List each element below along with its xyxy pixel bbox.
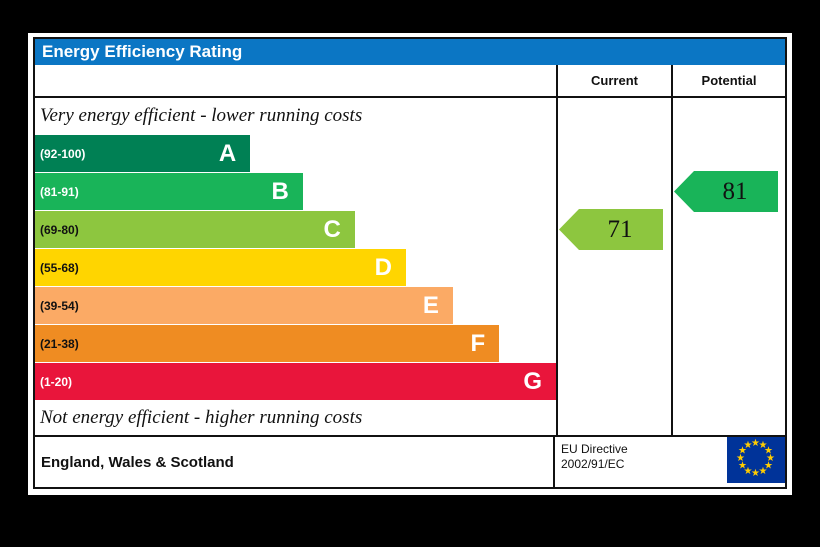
band-letter-b: B bbox=[271, 178, 289, 205]
potential-rating-value: 81 bbox=[722, 177, 748, 205]
eu-flag-icon: ★ ★ ★ ★ ★ ★ ★ ★ ★ ★ ★ ★ bbox=[727, 437, 785, 483]
inefficient-note: Not energy efficient - higher running co… bbox=[40, 407, 363, 428]
band-row-c: (69-80) C bbox=[35, 211, 556, 248]
band-bar-f: (21-38) F bbox=[35, 325, 500, 362]
band-range-b: (81-91) bbox=[40, 184, 79, 199]
band-row-g: (1-20) G bbox=[35, 363, 556, 400]
header-spacer bbox=[35, 65, 556, 96]
directive-cell: EU Directive 2002/91/EC ★ ★ ★ ★ ★ ★ ★ ★ … bbox=[553, 437, 785, 488]
efficient-note: Very energy efficient - lower running co… bbox=[40, 105, 363, 126]
band-bar-e: (39-54) E bbox=[35, 287, 453, 324]
band-range-g: (1-20) bbox=[40, 374, 73, 389]
band-row-d: (55-68) D bbox=[35, 249, 556, 286]
epc-panel: Energy Efficiency Rating Current Potenti… bbox=[28, 33, 792, 495]
band-bar-b: (81-91) B bbox=[35, 173, 303, 210]
band-row-a: (92-100) A bbox=[35, 135, 556, 172]
eu-directive-line1: EU Directive bbox=[561, 442, 628, 456]
potential-rating-arrow: 81 bbox=[674, 171, 778, 212]
band-row-f: (21-38) F bbox=[35, 325, 556, 362]
footer-row: England, Wales & Scotland EU Directive 2… bbox=[35, 435, 785, 488]
eu-directive-label: EU Directive 2002/91/EC bbox=[555, 437, 727, 488]
chart-body: Very energy efficient - lower running co… bbox=[35, 98, 785, 435]
band-letter-d: D bbox=[374, 254, 392, 281]
band-letter-a: A bbox=[218, 140, 237, 167]
band-letter-c: C bbox=[323, 216, 341, 243]
page-title: Energy Efficiency Rating bbox=[35, 39, 785, 65]
potential-column: 81 bbox=[671, 98, 785, 435]
current-rating-value: 71 bbox=[607, 215, 633, 243]
region-label: England, Wales & Scotland bbox=[41, 454, 234, 471]
band-bar-a: (92-100) A bbox=[35, 135, 251, 172]
current-column-header: Current bbox=[556, 65, 671, 96]
current-rating-arrow: 71 bbox=[559, 209, 663, 250]
band-range-e: (39-54) bbox=[40, 298, 79, 313]
band-range-f: (21-38) bbox=[40, 336, 79, 351]
band-letter-g: G bbox=[523, 368, 542, 395]
band-letter-f: F bbox=[470, 330, 486, 357]
column-header-row: Current Potential bbox=[35, 65, 785, 98]
band-letter-e: E bbox=[422, 292, 439, 319]
band-bar-d: (55-68) D bbox=[35, 249, 406, 286]
band-row-e: (39-54) E bbox=[35, 287, 556, 324]
bands-area: Very energy efficient - lower running co… bbox=[35, 98, 556, 435]
current-column: 71 bbox=[556, 98, 671, 435]
band-range-a: (92-100) bbox=[40, 146, 86, 161]
eu-directive-line2: 2002/91/EC bbox=[561, 457, 625, 471]
band-range-d: (55-68) bbox=[40, 260, 79, 275]
band-bar-g: (1-20) G bbox=[35, 363, 556, 400]
potential-column-header: Potential bbox=[671, 65, 785, 96]
band-bar-c: (69-80) C bbox=[35, 211, 355, 248]
energy-rating-chart: Energy Efficiency Rating Current Potenti… bbox=[33, 37, 787, 489]
band-range-c: (69-80) bbox=[40, 222, 79, 237]
band-row-b: (81-91) B bbox=[35, 173, 556, 210]
